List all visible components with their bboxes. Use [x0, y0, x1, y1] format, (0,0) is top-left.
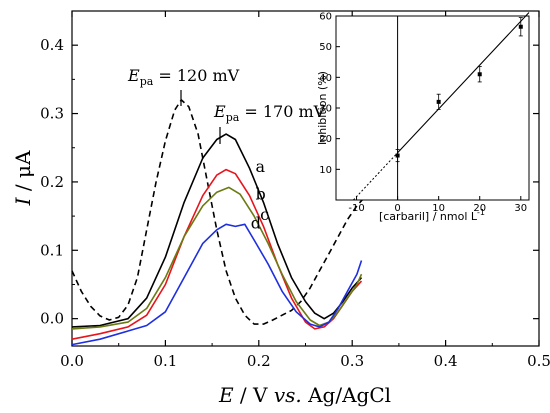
y-tick-label: 0.1	[40, 241, 64, 259]
x-tick-label: 0.2	[247, 352, 271, 370]
inset-y-tick-label: 10	[319, 165, 332, 176]
series-line-d	[71, 223, 363, 346]
inset-series	[353, 12, 530, 201]
series-line-a	[71, 133, 363, 328]
inset-x-tick-label: 30	[514, 203, 527, 214]
x-tick-label: 0.0	[60, 352, 84, 370]
y-tick-label: 0.3	[40, 105, 64, 123]
y-tick-label: 0.4	[40, 36, 64, 54]
curve-label-c: c	[260, 205, 269, 224]
inset-x-tick-label: 10	[432, 203, 445, 214]
y-tick-label: 0.0	[40, 310, 64, 328]
series-line-dashed	[71, 99, 376, 325]
inset-data-point	[395, 153, 400, 158]
y-tick-label: 0.2	[40, 173, 64, 191]
inset-y-tick-label: 50	[319, 42, 332, 53]
series-line-c	[71, 186, 363, 330]
main-axes: 0.0 0.1 0.2 0.3 0.4 0.5 0.0 0.1 0.2 0.3 0.4	[40, 11, 550, 370]
curve-label-d: d	[251, 213, 261, 232]
x-axis-label: E / V vs. Ag/AgCl	[218, 383, 391, 407]
y-axis-label: I / μA	[11, 150, 35, 206]
x-tick-label: 0.4	[434, 352, 458, 370]
x-tick-label: 0.5	[527, 352, 550, 370]
inset-y-tick-label: 20	[319, 134, 332, 145]
inset-x-tick-label: -10	[348, 203, 364, 214]
curve-label-b: b	[255, 185, 265, 204]
curve-label-a: a	[255, 157, 265, 176]
x-tick-label: 0.3	[340, 352, 364, 370]
x-tick-label: 0.1	[153, 352, 177, 370]
inset-y-tick-label: 40	[319, 73, 332, 84]
inset-fit-line	[397, 12, 530, 154]
inset-axes: -10 0 10 20 30 10 20 30 40 50 60	[319, 12, 527, 215]
inset-x-tick-label: 20	[473, 203, 486, 214]
inset-data-point	[477, 72, 482, 77]
inset-y-tick-label: 30	[319, 104, 332, 115]
main-series	[71, 99, 376, 346]
inset-x-tick-label: 0	[394, 203, 400, 214]
inset-data-point	[518, 24, 523, 29]
inset-x-label: [carbaril] / nmol L-1	[379, 208, 485, 223]
peak-annotation-1: Epa = 120 mV	[127, 66, 240, 88]
series-line-b	[71, 168, 363, 340]
inset-fit-extrapolation	[353, 152, 398, 201]
inset-y-tick-label: 60	[319, 12, 332, 23]
inset-y-label: Inhibition (%)	[316, 71, 329, 145]
peak-annotation-2: Epa = 170 mV	[213, 102, 326, 124]
inset-data-point	[436, 99, 441, 104]
